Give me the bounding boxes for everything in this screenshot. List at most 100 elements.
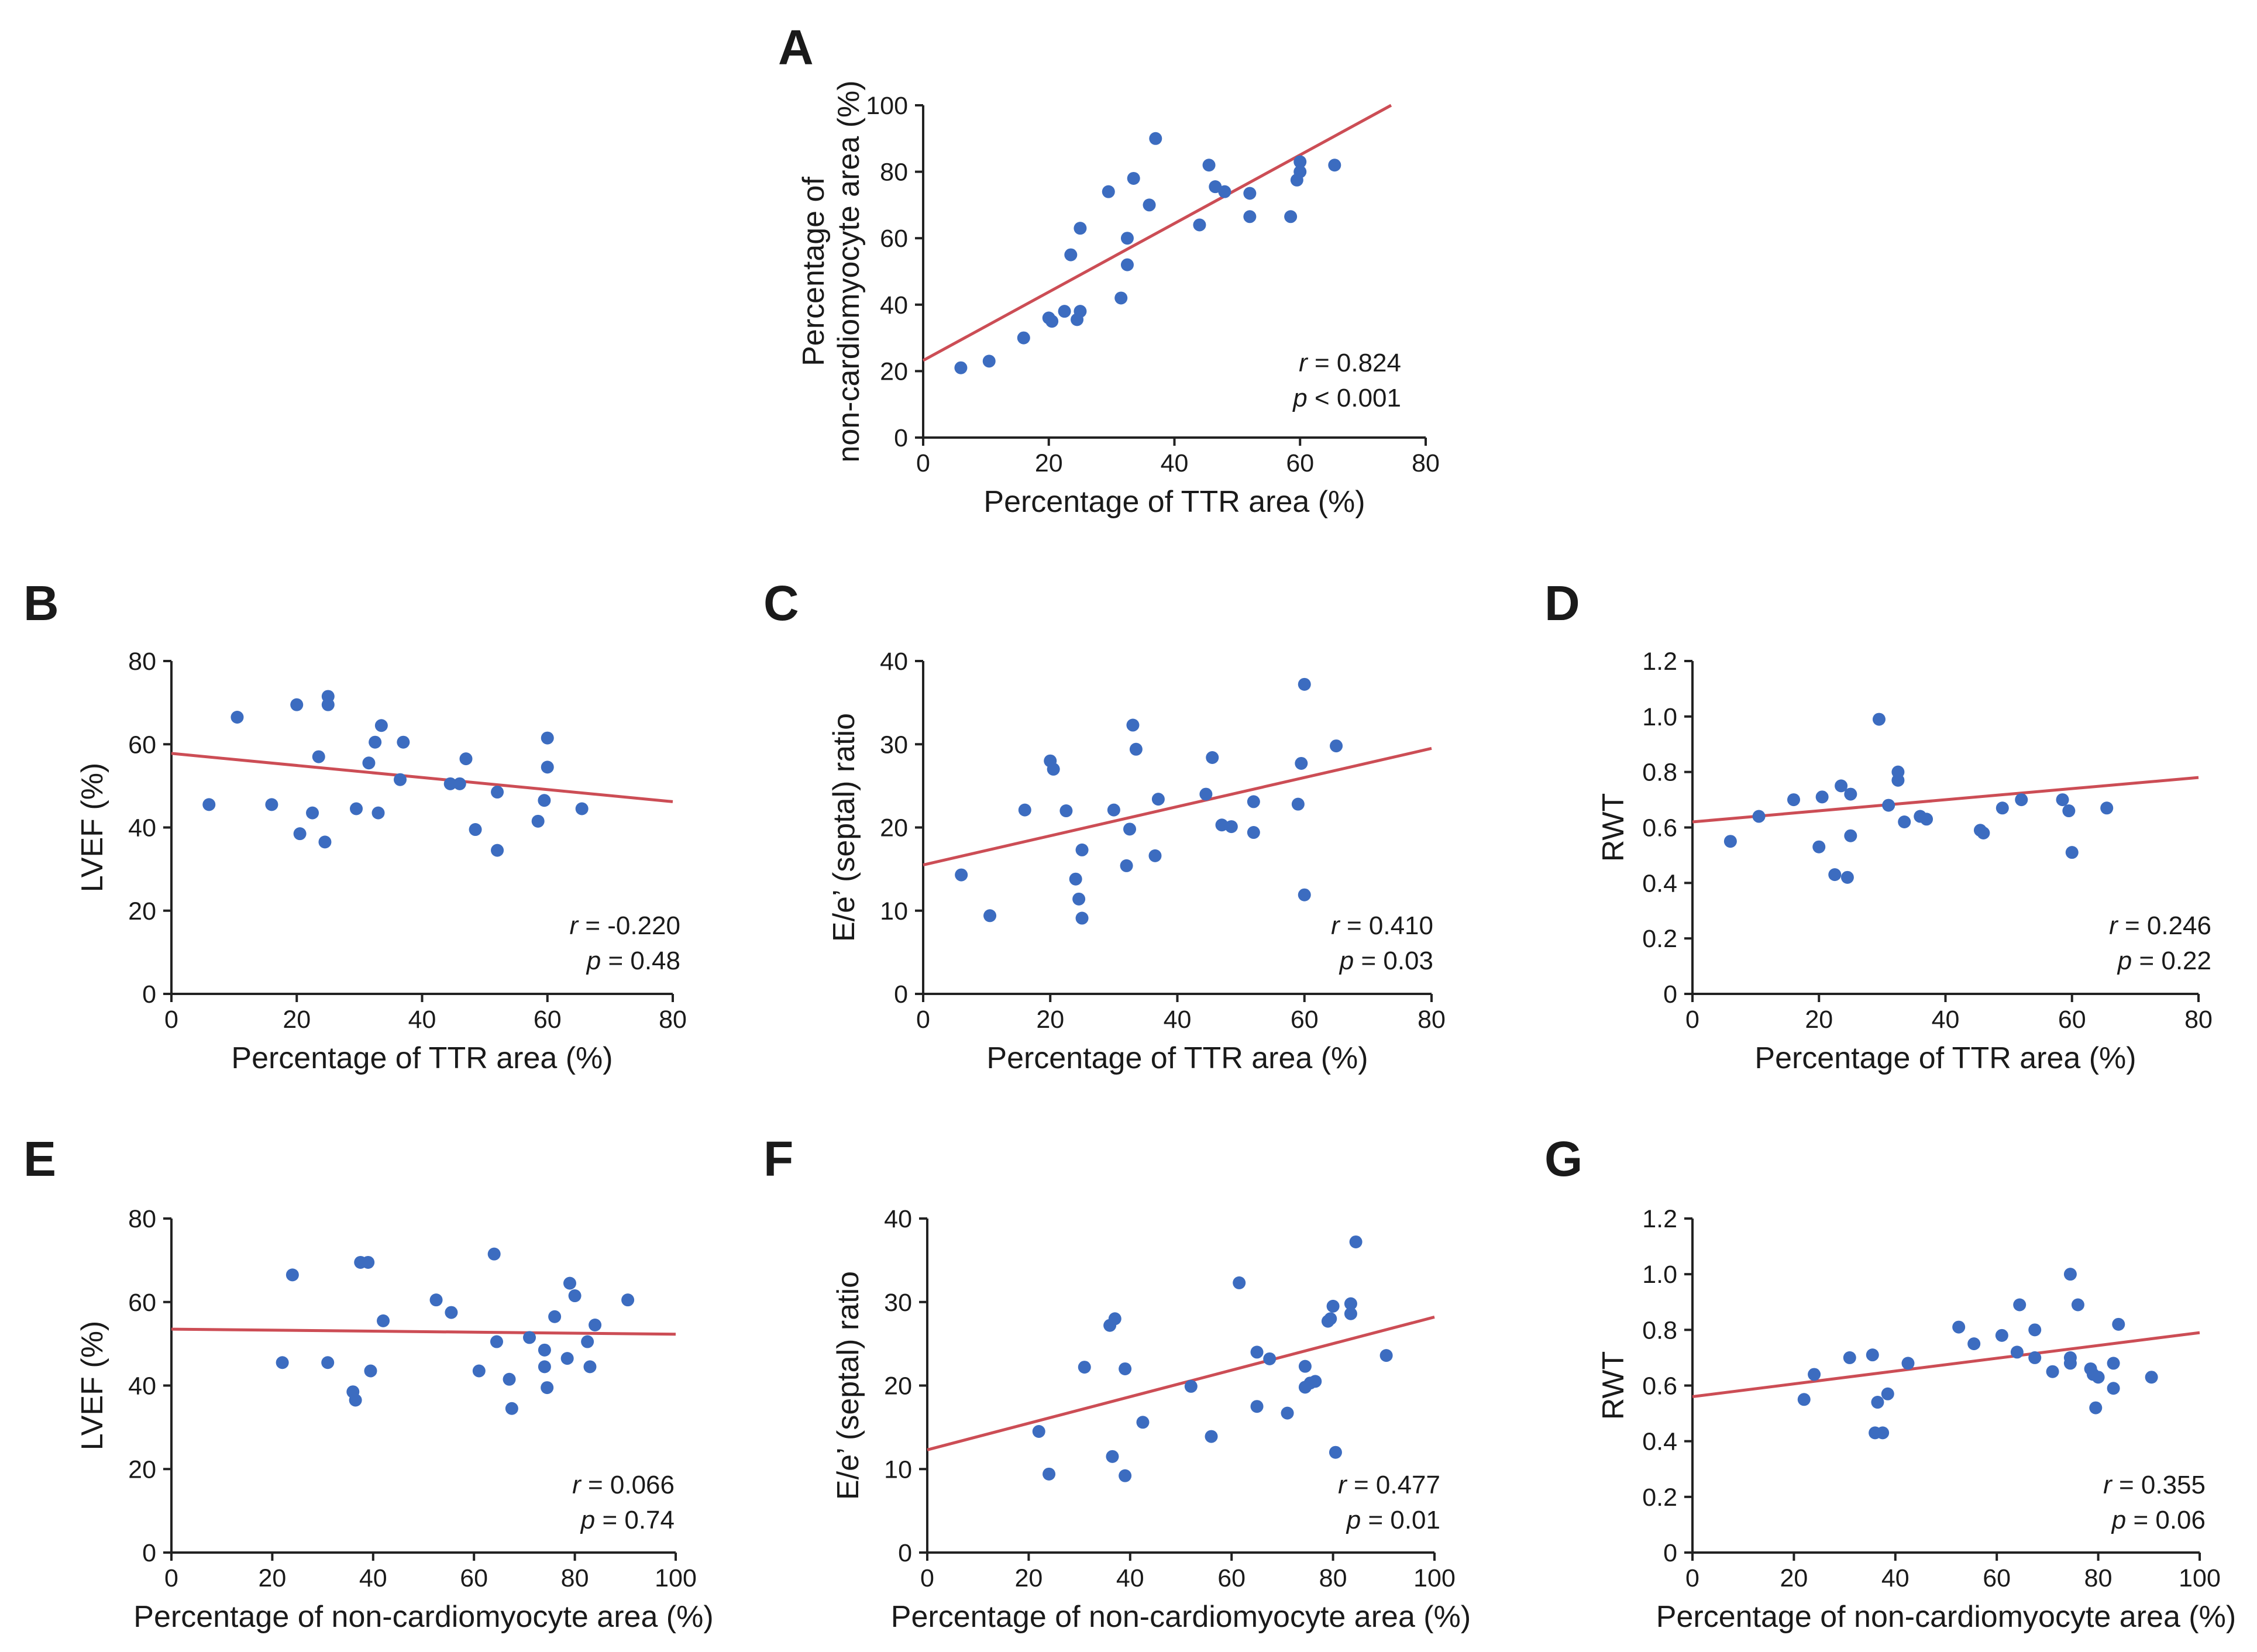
- x-tick-label: 60: [2058, 1006, 2086, 1034]
- x-tick-label: 40: [1116, 1564, 1144, 1592]
- x-tick-label: 80: [2084, 1564, 2113, 1592]
- panel-letter-d: D: [1544, 576, 1580, 631]
- y-tick-label: 0: [142, 1539, 156, 1567]
- p-value: = 0.74: [595, 1506, 675, 1534]
- data-point: [394, 773, 407, 786]
- data-point: [1797, 1393, 1811, 1406]
- data-point: [1309, 1375, 1322, 1388]
- data-point: [1952, 1320, 1966, 1334]
- data-point: [1151, 793, 1165, 806]
- data-point: [1127, 171, 1140, 185]
- data-point: [2062, 804, 2076, 818]
- data-point: [541, 1381, 554, 1395]
- y-tick-label: 80: [128, 1205, 156, 1233]
- data-point: [1136, 1416, 1150, 1429]
- x-tick-label: 40: [359, 1564, 387, 1592]
- data-point: [1069, 872, 1082, 886]
- r-value-text: r = -0.220: [569, 911, 680, 940]
- y-tick-label: 1.2: [1642, 1205, 1677, 1233]
- x-tick-label: 20: [1805, 1006, 1833, 1034]
- p-symbol: p: [1339, 947, 1354, 975]
- p-value-text: p = 0.03: [1339, 947, 1433, 975]
- x-tick-label: 40: [1881, 1564, 1909, 1592]
- x-tick-label: 20: [258, 1564, 286, 1592]
- r-value-text: r = 0.246: [2109, 911, 2211, 940]
- data-point: [1126, 718, 1140, 732]
- data-point: [1243, 210, 1257, 223]
- y-tick-label: 0.2: [1642, 925, 1677, 953]
- data-point: [318, 835, 332, 849]
- data-point: [1224, 820, 1238, 834]
- r-value-text: r = 0.477: [1338, 1471, 1440, 1499]
- data-point: [2063, 1268, 2077, 1281]
- axes-g: [1691, 1219, 2200, 1554]
- data-point: [1898, 815, 1911, 829]
- x-tick-label: 40: [408, 1006, 436, 1034]
- r-symbol: r: [1299, 349, 1309, 377]
- data-point: [1106, 1450, 1119, 1463]
- data-point: [1840, 870, 1854, 884]
- data-point: [1119, 1469, 1132, 1482]
- data-point: [1295, 756, 1308, 770]
- data-point: [1723, 835, 1737, 848]
- data-point: [1075, 911, 1089, 925]
- data-point: [2107, 1357, 2120, 1370]
- y-axis-title: Percentage of: [797, 177, 831, 366]
- data-point: [1835, 779, 1848, 793]
- x-tick-label: 0: [1685, 1006, 1699, 1034]
- panel-e: E 0 20 40 60 80 100 0 20 40 60 80 Percentage of non-…: [23, 1131, 714, 1634]
- y-tick-label: 0: [894, 980, 908, 1009]
- x-tick-label: 20: [1014, 1564, 1043, 1592]
- y-tick-label: 40: [880, 648, 908, 676]
- data-point: [1281, 1406, 1294, 1420]
- data-point: [2107, 1382, 2120, 1395]
- x-axis-title: Percentage of TTR area (%): [231, 1041, 613, 1075]
- data-point: [1243, 187, 1257, 200]
- data-point: [1058, 305, 1071, 318]
- data-point: [1808, 1368, 1821, 1381]
- data-point: [1119, 1362, 1132, 1375]
- p-symbol: p: [580, 1506, 595, 1534]
- data-point: [1215, 818, 1229, 832]
- data-point: [1787, 793, 1800, 807]
- x-tick-label: 60: [1217, 1564, 1246, 1592]
- x-tick-label: 100: [2179, 1564, 2221, 1592]
- y-tick-label: 100: [866, 92, 908, 120]
- p-symbol: p: [1292, 384, 1307, 412]
- x-tick-label: 80: [1319, 1564, 1347, 1592]
- data-point: [581, 1335, 594, 1348]
- data-point: [1379, 1349, 1393, 1362]
- panel-letter-b: B: [23, 576, 59, 631]
- y-tick-label: 1.2: [1642, 648, 1677, 676]
- data-point: [2100, 801, 2114, 815]
- data-point: [445, 1306, 458, 1319]
- y-tick-label: 60: [128, 731, 156, 759]
- data-point: [2145, 1371, 2158, 1384]
- x-axis-title: Percentage of non-cardiomyocyte area (%): [133, 1600, 713, 1634]
- data-point: [1202, 159, 1216, 172]
- data-point: [1844, 829, 1857, 842]
- y-tick-label: 0: [142, 980, 156, 1009]
- x-tick-label: 80: [659, 1006, 687, 1034]
- data-point: [293, 827, 307, 841]
- data-point: [2112, 1317, 2125, 1331]
- data-point: [362, 1255, 375, 1269]
- r-value: = -0.220: [578, 911, 680, 940]
- data-point: [2010, 1345, 2024, 1359]
- data-point: [1209, 180, 1222, 194]
- y-tick-label: 0.8: [1642, 1316, 1677, 1344]
- data-point: [1866, 1348, 1879, 1362]
- y-axis-title: E/e’ (septal) ratio: [831, 1271, 865, 1500]
- data-point: [1032, 1425, 1045, 1438]
- data-point: [1074, 222, 1087, 235]
- x-tick-label: 60: [1286, 449, 1314, 477]
- y-tick-label: 0.2: [1642, 1484, 1677, 1512]
- data-point: [1901, 1357, 1915, 1370]
- x-tick-label: 0: [916, 449, 930, 477]
- y-tick-label: 0.4: [1642, 869, 1677, 897]
- data-point: [954, 361, 968, 374]
- x-tick-label: 60: [534, 1006, 562, 1034]
- data-point: [349, 1393, 362, 1407]
- data-point: [1247, 795, 1260, 808]
- data-point: [369, 735, 382, 749]
